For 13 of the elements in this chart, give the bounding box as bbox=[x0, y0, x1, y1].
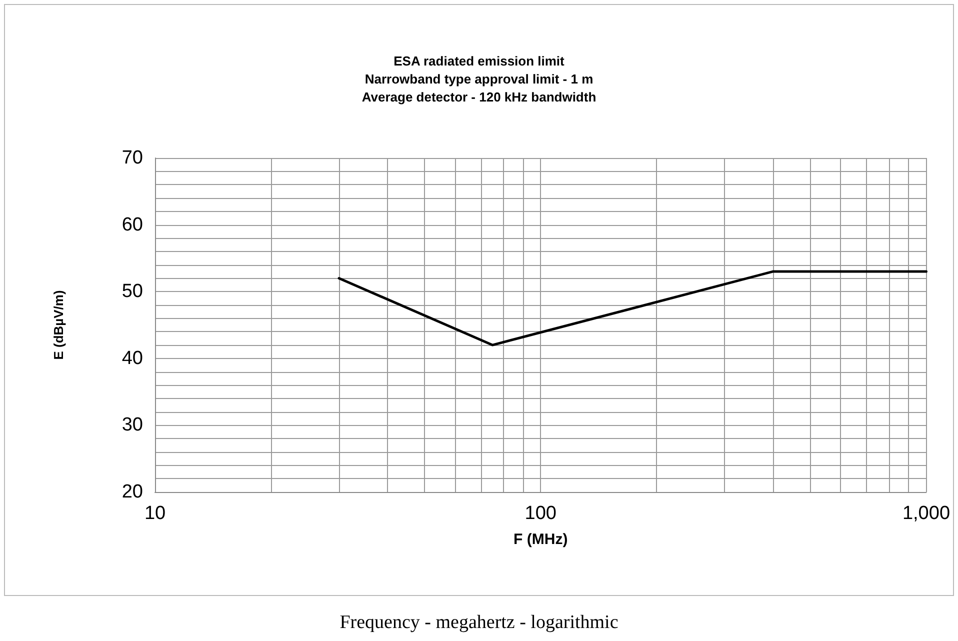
y-tick-label: 50 bbox=[122, 281, 143, 302]
x-tick-label: 10 bbox=[144, 503, 166, 524]
y-axis-title: E (dBµV/m) bbox=[51, 290, 66, 360]
x-axis-title: F (MHz) bbox=[514, 531, 568, 548]
y-tick-label: 20 bbox=[122, 482, 143, 502]
chart-title: ESA radiated emission limit Narrowband type approval limit - 1 m Average detector - 120 kHz bandwidth bbox=[362, 54, 596, 104]
y-tick-label: 60 bbox=[122, 214, 143, 236]
text: Frequency - megahertz - logarithmic bbox=[338, 612, 620, 634]
x-tick-label: 1,000 bbox=[902, 503, 950, 524]
x-tick-label: 100 bbox=[524, 503, 556, 524]
y-tick-label: 30 bbox=[122, 414, 143, 436]
y-tick-label: 40 bbox=[122, 348, 143, 369]
y-tick-label: 70 bbox=[122, 148, 143, 168]
